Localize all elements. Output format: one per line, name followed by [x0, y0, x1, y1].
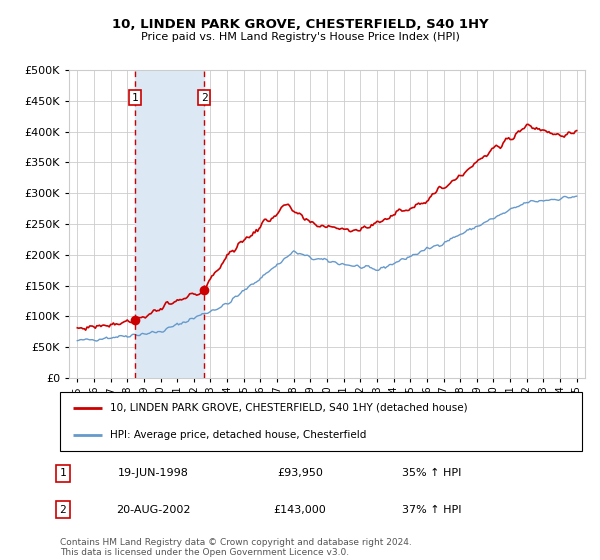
Text: 10, LINDEN PARK GROVE, CHESTERFIELD, S40 1HY (detached house): 10, LINDEN PARK GROVE, CHESTERFIELD, S40… [110, 403, 467, 413]
Text: 19-JUN-1998: 19-JUN-1998 [118, 468, 188, 478]
Text: £93,950: £93,950 [277, 468, 323, 478]
Text: 35% ↑ HPI: 35% ↑ HPI [403, 468, 461, 478]
Text: 2: 2 [201, 93, 208, 102]
Bar [135, 70, 205, 378]
Text: 37% ↑ HPI: 37% ↑ HPI [402, 505, 462, 515]
Text: HPI: Average price, detached house, Chesterfield: HPI: Average price, detached house, Ches… [110, 430, 366, 440]
Text: 2: 2 [59, 505, 67, 515]
Text: Contains HM Land Registry data © Crown copyright and database right 2024.
This d: Contains HM Land Registry data © Crown c… [60, 538, 412, 557]
Text: 20-AUG-2002: 20-AUG-2002 [116, 505, 190, 515]
Text: Price paid vs. HM Land Registry's House Price Index (HPI): Price paid vs. HM Land Registry's House … [140, 32, 460, 42]
Text: 1: 1 [131, 93, 138, 102]
Text: 1: 1 [59, 468, 67, 478]
FancyBboxPatch shape [60, 392, 582, 451]
Text: 10, LINDEN PARK GROVE, CHESTERFIELD, S40 1HY: 10, LINDEN PARK GROVE, CHESTERFIELD, S40… [112, 18, 488, 31]
Text: £143,000: £143,000 [274, 505, 326, 515]
